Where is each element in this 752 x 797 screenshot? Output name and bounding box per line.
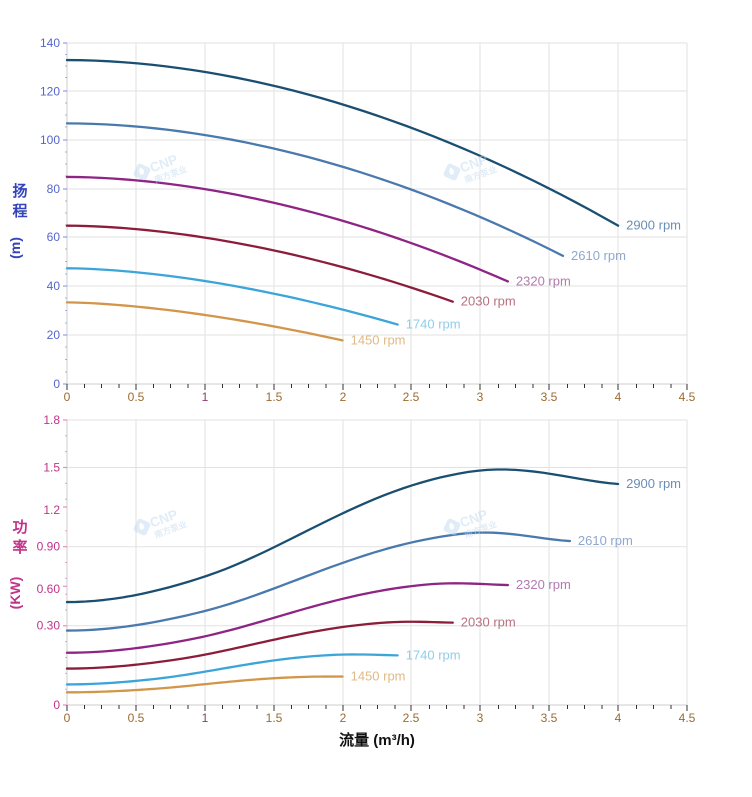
svg-text:1450 rpm: 1450 rpm <box>351 669 406 684</box>
svg-text:2900 rpm: 2900 rpm <box>626 218 681 233</box>
svg-text:1: 1 <box>202 711 209 725</box>
svg-text:4.5: 4.5 <box>679 390 696 404</box>
svg-text:0: 0 <box>53 698 60 712</box>
svg-text:3.5: 3.5 <box>541 390 558 404</box>
svg-text:0: 0 <box>53 377 60 391</box>
svg-text:1740 rpm: 1740 rpm <box>406 647 461 662</box>
svg-text:1.2: 1.2 <box>43 503 60 517</box>
svg-text:2030 rpm: 2030 rpm <box>461 615 516 630</box>
svg-text:4: 4 <box>615 711 622 725</box>
svg-text:1.5: 1.5 <box>266 390 283 404</box>
svg-text:140: 140 <box>40 36 60 50</box>
svg-text:60: 60 <box>47 230 61 244</box>
svg-text:2610 rpm: 2610 rpm <box>571 248 626 263</box>
svg-text:1: 1 <box>202 390 209 404</box>
svg-text:0: 0 <box>64 390 71 404</box>
svg-text:(KW): (KW) <box>7 577 23 610</box>
svg-text:0.30: 0.30 <box>37 619 61 633</box>
svg-text:2320 rpm: 2320 rpm <box>516 274 571 289</box>
svg-text:3: 3 <box>477 711 484 725</box>
svg-text:0.5: 0.5 <box>128 390 145 404</box>
svg-text:3: 3 <box>477 390 484 404</box>
svg-text:程: 程 <box>12 203 27 220</box>
svg-text:0: 0 <box>64 711 71 725</box>
svg-text:0.90: 0.90 <box>37 540 61 554</box>
svg-text:40: 40 <box>47 279 61 293</box>
svg-text:1450 rpm: 1450 rpm <box>351 332 406 347</box>
svg-text:3.5: 3.5 <box>541 711 558 725</box>
svg-text:1740 rpm: 1740 rpm <box>406 317 461 332</box>
svg-text:2: 2 <box>340 711 347 725</box>
svg-text:流量 (m³/h): 流量 (m³/h) <box>339 731 415 749</box>
svg-text:1.8: 1.8 <box>43 413 60 427</box>
svg-text:2.5: 2.5 <box>403 390 420 404</box>
svg-text:功: 功 <box>12 519 27 536</box>
svg-text:20: 20 <box>47 328 61 342</box>
svg-text:(m): (m) <box>7 237 23 259</box>
svg-text:80: 80 <box>47 182 61 196</box>
svg-text:2.5: 2.5 <box>403 711 420 725</box>
svg-text:1.5: 1.5 <box>266 711 283 725</box>
svg-text:2320 rpm: 2320 rpm <box>516 577 571 592</box>
svg-text:2610 rpm: 2610 rpm <box>578 533 633 548</box>
svg-text:4.5: 4.5 <box>679 711 696 725</box>
svg-text:扬: 扬 <box>12 182 27 200</box>
svg-text:100: 100 <box>40 133 60 147</box>
svg-text:0.5: 0.5 <box>128 711 145 725</box>
svg-text:1.5: 1.5 <box>43 461 60 475</box>
svg-text:2900 rpm: 2900 rpm <box>626 476 681 491</box>
svg-text:0.60: 0.60 <box>37 582 61 596</box>
svg-text:4: 4 <box>615 390 622 404</box>
svg-text:2030 rpm: 2030 rpm <box>461 294 516 309</box>
svg-text:率: 率 <box>12 538 27 556</box>
svg-text:2: 2 <box>340 390 347 404</box>
svg-text:120: 120 <box>40 85 60 99</box>
